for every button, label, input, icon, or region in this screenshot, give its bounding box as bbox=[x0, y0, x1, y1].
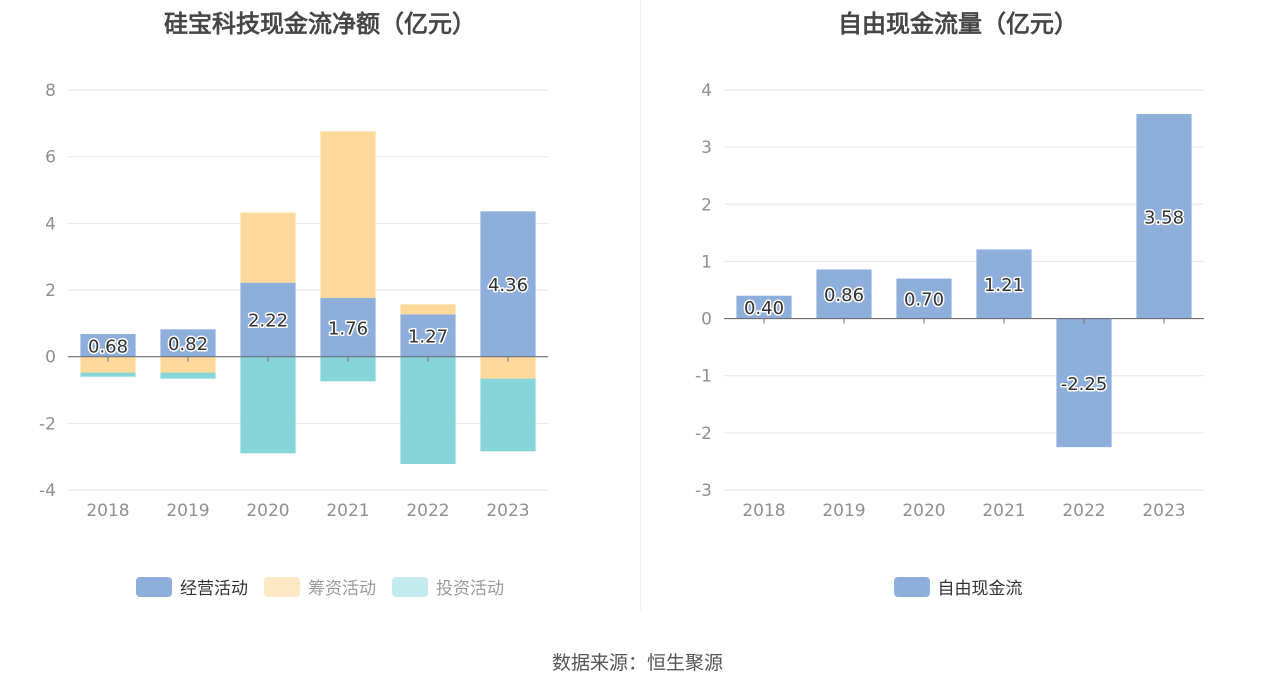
bar[interactable] bbox=[320, 131, 376, 298]
x-tick-label: 2022 bbox=[1062, 501, 1105, 521]
data-label: 4.36 bbox=[488, 275, 528, 296]
bar[interactable] bbox=[80, 356, 136, 373]
data-label: 2.22 bbox=[248, 311, 288, 332]
x-tick-label: 2018 bbox=[86, 501, 129, 521]
x-tick-label: 2020 bbox=[902, 501, 945, 521]
bar[interactable] bbox=[896, 278, 952, 319]
bar[interactable] bbox=[816, 269, 872, 319]
y-tick-label: 6 bbox=[45, 148, 56, 168]
legend-swatch-operating bbox=[136, 576, 172, 597]
bar[interactable] bbox=[240, 212, 296, 283]
bar[interactable] bbox=[480, 378, 536, 452]
data-label: 1.76 bbox=[328, 318, 368, 339]
legend-label-fcf: 自由现金流 bbox=[937, 579, 1023, 599]
bar[interactable] bbox=[480, 211, 536, 357]
data-source: 数据来源：恒生聚源 bbox=[551, 652, 723, 674]
data-label: 0.70 bbox=[904, 290, 944, 311]
legend-item-investing[interactable]: 投资活动 bbox=[392, 574, 504, 599]
fcf-chart-panel: 自由现金流量（亿元） -3 -2 -1 0 1 2 3 4 2018 2019 2020 2021 20… bbox=[641, 0, 1275, 620]
bar[interactable] bbox=[240, 356, 296, 454]
cashflow-chart-title: 硅宝科技现金流净额（亿元） bbox=[164, 10, 476, 38]
y-tick-label: -2 bbox=[39, 414, 56, 434]
legend-label-investing: 投资活动 bbox=[436, 579, 504, 599]
bar[interactable] bbox=[80, 334, 136, 357]
x-tick-label: 2021 bbox=[982, 501, 1025, 521]
bar[interactable] bbox=[736, 295, 792, 319]
y-tick-label: 4 bbox=[701, 81, 712, 101]
data-label: 0.40 bbox=[744, 298, 784, 319]
legend-item-fcf[interactable]: 自由现金流 bbox=[893, 574, 1023, 599]
legend-label-operating: 经营活动 bbox=[180, 579, 248, 599]
bar[interactable] bbox=[80, 372, 136, 377]
y-tick-label: 4 bbox=[45, 214, 56, 234]
legend-item-operating[interactable]: 经营活动 bbox=[136, 574, 248, 599]
y-tick-label: 3 bbox=[701, 138, 712, 158]
y-tick-label: 2 bbox=[45, 281, 56, 301]
bar[interactable] bbox=[400, 356, 456, 464]
x-tick-label: 2022 bbox=[406, 501, 449, 521]
bar[interactable] bbox=[240, 282, 296, 357]
legend-item-financing[interactable]: 筹资活动 bbox=[264, 574, 376, 599]
legend-label-financing: 筹资活动 bbox=[308, 579, 376, 599]
panel-divider bbox=[640, 0, 641, 610]
bar[interactable] bbox=[320, 298, 376, 357]
cashflow-legend: 经营活动 筹资活动 投资活动 bbox=[0, 574, 640, 599]
y-tick-label: -4 bbox=[39, 481, 56, 501]
fcf-chart-title: 自由现金流量（亿元） bbox=[838, 10, 1078, 38]
y-tick-label: -1 bbox=[695, 367, 712, 387]
x-tick-label: 2023 bbox=[1142, 501, 1185, 521]
fcf-legend: 自由现金流 bbox=[641, 574, 1275, 599]
y-tick-label: -2 bbox=[695, 424, 712, 444]
data-label: 0.68 bbox=[88, 336, 128, 357]
x-tick-label: 2018 bbox=[742, 501, 785, 521]
data-label: 3.58 bbox=[1144, 207, 1184, 228]
bar[interactable] bbox=[160, 329, 216, 357]
data-label: 1.21 bbox=[984, 275, 1024, 296]
y-tick-label: 8 bbox=[45, 81, 56, 101]
bar[interactable] bbox=[976, 249, 1032, 319]
bar[interactable] bbox=[160, 372, 216, 379]
bar[interactable] bbox=[160, 356, 216, 373]
x-tick-label: 2020 bbox=[246, 501, 289, 521]
bar[interactable] bbox=[1056, 318, 1112, 448]
bar[interactable] bbox=[400, 304, 456, 315]
cashflow-chart: -4 -2 0 2 4 6 8 2018 2019 2020 2021 2022 2023 0.68 0.8… bbox=[39, 81, 548, 521]
x-tick-label: 2019 bbox=[166, 501, 209, 521]
x-tick-label: 2023 bbox=[486, 501, 529, 521]
legend-swatch-financing bbox=[264, 576, 300, 597]
x-tick-label: 2019 bbox=[822, 501, 865, 521]
data-label: 0.82 bbox=[168, 334, 208, 355]
data-label: -2.25 bbox=[1061, 374, 1108, 395]
bar[interactable] bbox=[400, 314, 456, 357]
y-tick-label: 2 bbox=[701, 195, 712, 215]
data-label: 0.86 bbox=[824, 285, 864, 306]
y-tick-label: 0 bbox=[701, 310, 712, 330]
y-tick-label: -3 bbox=[695, 481, 712, 501]
bar[interactable] bbox=[480, 356, 536, 379]
x-tick-label: 2021 bbox=[326, 501, 369, 521]
data-label: 1.27 bbox=[408, 327, 448, 348]
fcf-chart: -3 -2 -1 0 1 2 3 4 2018 2019 2020 2021 2022 2023 0.40 0… bbox=[695, 81, 1204, 521]
bar[interactable] bbox=[1136, 114, 1192, 319]
cashflow-chart-panel: 硅宝科技现金流净额（亿元） -4 -2 0 2 4 6 8 2018 2019 2020 2021 2… bbox=[0, 0, 640, 620]
legend-swatch-fcf bbox=[893, 576, 930, 597]
y-tick-label: 1 bbox=[701, 252, 712, 272]
y-tick-label: 0 bbox=[45, 348, 56, 368]
legend-swatch-investing bbox=[392, 576, 428, 597]
